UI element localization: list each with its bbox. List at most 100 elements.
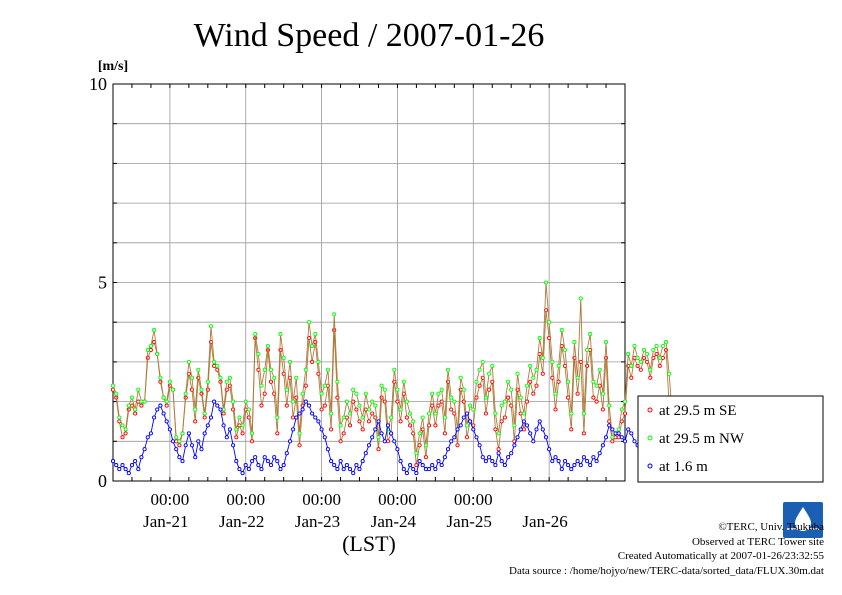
data-point — [193, 419, 198, 424]
data-point — [430, 403, 435, 408]
data-point — [133, 411, 138, 416]
data-point — [313, 415, 318, 420]
data-point — [506, 379, 511, 384]
data-point — [332, 312, 337, 317]
data-point — [310, 359, 315, 364]
data-point — [414, 471, 419, 476]
data-point — [528, 431, 533, 436]
data-point — [502, 463, 507, 468]
data-point — [654, 351, 659, 357]
data-point — [142, 447, 147, 452]
data-point — [528, 379, 533, 384]
data-point — [177, 443, 182, 448]
data-point — [360, 427, 365, 432]
data-point — [487, 371, 492, 376]
data-point — [499, 403, 504, 408]
data-point — [613, 431, 618, 436]
data-point — [341, 415, 346, 420]
data-point — [268, 463, 274, 468]
data-point — [629, 375, 634, 380]
data-point — [373, 403, 378, 408]
data-point — [547, 320, 552, 325]
data-point — [338, 423, 343, 428]
data-point — [382, 387, 387, 392]
data-point — [594, 399, 599, 404]
data-point — [471, 427, 476, 432]
data-point — [335, 467, 340, 472]
data-point — [585, 347, 590, 353]
series-line — [112, 282, 673, 454]
data-point — [524, 383, 530, 388]
data-point — [363, 407, 368, 412]
data-point — [452, 435, 457, 440]
data-point — [196, 439, 201, 444]
data-point — [578, 296, 583, 301]
data-point — [603, 435, 609, 440]
data-point — [528, 363, 533, 368]
data-point — [357, 403, 362, 408]
data-point — [354, 407, 359, 412]
data-point — [553, 391, 558, 396]
data-point — [174, 447, 179, 452]
data-point — [234, 459, 239, 464]
credit-copyright: ©TERC, Univ. Tsukuba — [718, 521, 824, 533]
data-point — [414, 463, 419, 468]
data-point — [575, 459, 580, 464]
credits: ©TERC, Univ. Tsukuba Observed at TERC To… — [509, 520, 824, 578]
legend-label: at 29.5 m NW — [659, 431, 745, 447]
data-point — [275, 431, 280, 436]
data-point — [474, 435, 479, 440]
data-point — [515, 435, 520, 440]
data-point — [110, 459, 116, 464]
data-point — [224, 435, 229, 440]
data-point — [531, 391, 536, 396]
data-point — [452, 399, 457, 404]
data-point — [600, 443, 605, 448]
data-point — [240, 431, 245, 436]
data-point — [291, 399, 296, 404]
data-point — [540, 355, 545, 360]
data-point — [543, 280, 549, 285]
data-point — [540, 427, 545, 432]
series-2 — [110, 280, 675, 456]
data-point — [578, 359, 583, 364]
data-point — [344, 399, 349, 404]
data-point — [553, 455, 558, 460]
data-point — [123, 431, 128, 436]
data-point — [322, 403, 327, 408]
data-point — [347, 467, 353, 472]
data-point — [275, 415, 280, 420]
data-point — [272, 375, 277, 380]
data-point — [382, 439, 387, 444]
data-point — [360, 459, 365, 464]
data-point — [284, 387, 289, 392]
data-point — [569, 411, 574, 416]
data-point — [461, 415, 466, 420]
x-tick-label: 00:00 — [302, 490, 341, 509]
data-point — [398, 419, 403, 424]
legend-box — [637, 395, 824, 483]
data-point — [218, 375, 223, 380]
data-point — [262, 391, 267, 396]
data-point — [420, 415, 425, 420]
data-point — [578, 463, 583, 468]
data-point — [477, 383, 482, 388]
terc-logo — [783, 502, 823, 538]
data-point — [622, 399, 628, 404]
data-point — [370, 435, 375, 440]
data-point — [360, 415, 365, 420]
data-point — [316, 359, 321, 364]
data-point — [464, 423, 470, 428]
data-point — [281, 463, 286, 468]
data-point — [177, 439, 182, 444]
data-point — [363, 391, 368, 396]
data-point — [449, 395, 454, 400]
data-point — [464, 435, 470, 440]
data-point — [155, 407, 160, 412]
data-point — [398, 459, 403, 464]
data-point — [300, 391, 305, 396]
data-point — [515, 371, 520, 376]
data-point — [483, 459, 488, 464]
data-point — [426, 467, 432, 472]
